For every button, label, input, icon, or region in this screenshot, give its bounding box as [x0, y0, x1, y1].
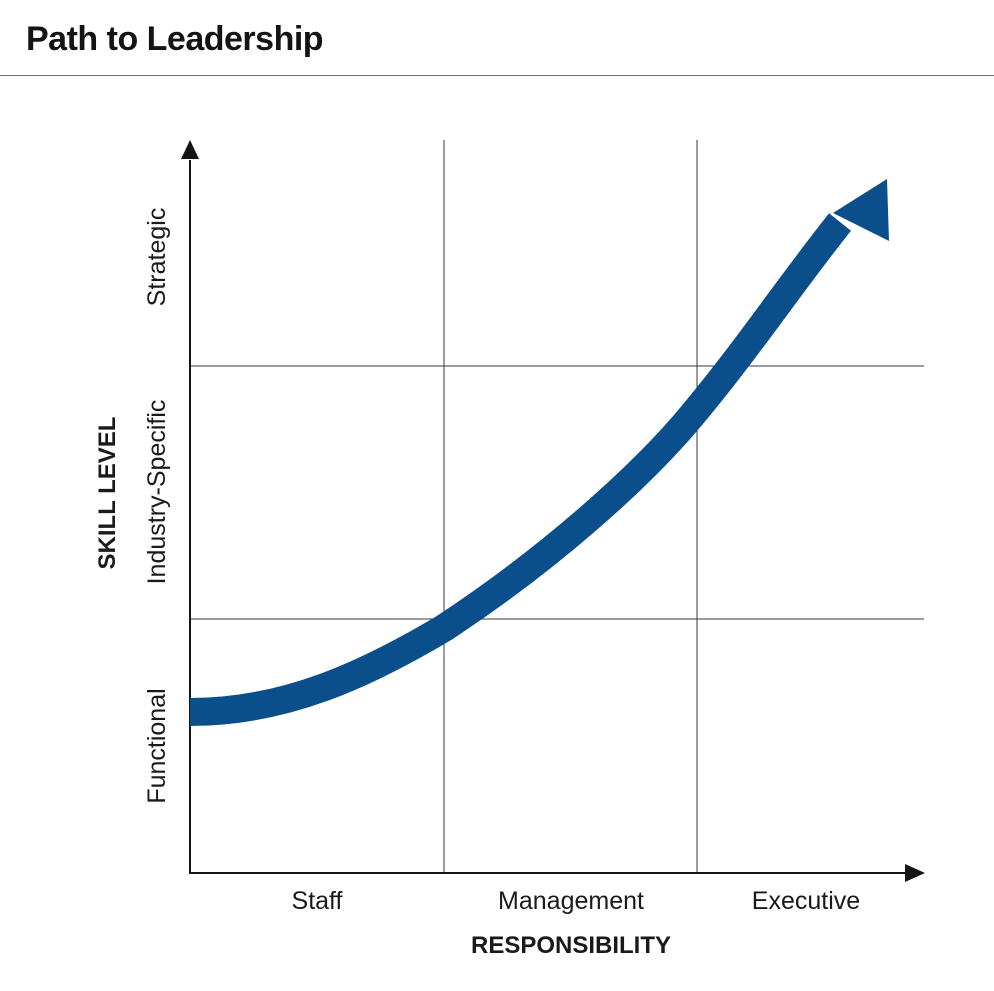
y-axis-arrowhead	[181, 140, 199, 159]
path-arrow-shaft	[189, 213, 851, 726]
axes	[181, 140, 925, 882]
x-level-label-executive: Executive	[752, 887, 860, 915]
grid	[190, 140, 924, 873]
x-level-label-staff: Staff	[292, 887, 343, 915]
y-axis-title: SKILL LEVEL	[94, 417, 121, 570]
y-level-label-functional: Functional	[143, 688, 171, 803]
path-arrow-head	[833, 179, 889, 241]
x-axis-arrowhead	[905, 864, 925, 882]
x-axis-title: RESPONSIBILITY	[471, 932, 671, 959]
path-arrow	[189, 179, 889, 726]
page-title: Path to Leadership	[26, 20, 324, 58]
y-level-label-industry-specific: Industry-Specific	[143, 400, 171, 585]
y-level-label-strategic: Strategic	[143, 208, 171, 307]
title-divider	[0, 75, 994, 76]
x-level-label-management: Management	[498, 887, 644, 915]
